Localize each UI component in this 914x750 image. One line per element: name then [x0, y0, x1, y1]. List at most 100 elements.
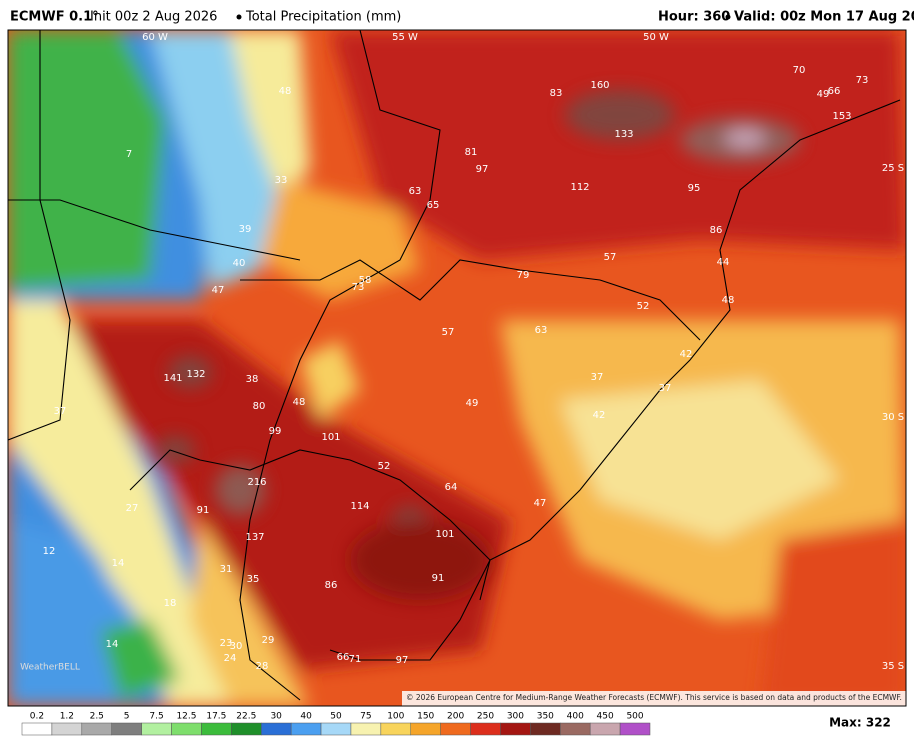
point-value: 14	[106, 639, 119, 650]
init-time: Init 00z 2 Aug 2026	[90, 10, 217, 25]
colorbar-label: 5	[124, 712, 130, 722]
point-value: 64	[445, 482, 458, 493]
colorbar-cell	[111, 722, 142, 736]
colorbar-cell	[380, 722, 412, 736]
colorbar-cell	[410, 722, 441, 736]
colorbar-cell	[260, 722, 292, 736]
point-value: 12	[43, 546, 56, 557]
point-value: 44	[717, 257, 730, 268]
point-value: 70	[793, 65, 806, 76]
colorbar-cell	[201, 722, 232, 736]
colorbar-label: 12.5	[176, 712, 196, 722]
colorbar-label: 350	[537, 712, 554, 722]
point-value: 18	[164, 598, 177, 609]
logo: WeatherBELL	[20, 663, 80, 673]
point-value: 42	[593, 410, 606, 421]
point-value: 23	[220, 638, 233, 649]
point-value: 57	[442, 327, 455, 338]
point-value: 66	[828, 86, 841, 97]
colorbar-label: 500	[626, 712, 643, 722]
colorbar-label: 30	[270, 712, 282, 722]
point-value: 48	[722, 295, 735, 306]
lon-label: 60 W	[142, 32, 168, 43]
separator	[725, 14, 731, 20]
colorbar-label: 100	[387, 712, 404, 722]
point-value: 52	[378, 461, 391, 472]
point-value: 29	[262, 635, 275, 646]
point-value: 91	[432, 573, 445, 584]
colorbar-cell	[589, 722, 621, 736]
colorbar-label: 2.5	[90, 712, 104, 722]
colorbar-cell	[560, 722, 591, 736]
point-value: 7	[126, 149, 132, 160]
point-value: 63	[535, 325, 548, 336]
colorbar-label: 17.5	[206, 712, 226, 722]
colorbar-cell	[350, 722, 382, 736]
separator	[236, 14, 242, 20]
point-value: 79	[517, 270, 530, 281]
colorbar-label: 40	[300, 712, 312, 722]
point-value: 31	[220, 564, 233, 575]
colorbar-cell	[290, 722, 322, 736]
point-value: 141	[163, 373, 182, 384]
max-value: Max: 322	[829, 716, 891, 730]
credit: © 2026 European Centre for Medium-Range …	[406, 693, 902, 702]
hour: Hour: 360	[658, 10, 730, 25]
colorbar-cell	[81, 722, 112, 736]
colorbar-label: 250	[477, 712, 494, 722]
point-value: 30	[230, 641, 243, 652]
point-value: 73	[856, 75, 869, 86]
point-value: 101	[435, 529, 454, 540]
point-value: 57	[604, 252, 617, 263]
point-value: 39	[239, 224, 252, 235]
map-frame	[7, 29, 907, 707]
colorbar-cell	[470, 722, 501, 736]
point-value: 24	[224, 653, 237, 664]
model-name: ECMWF 0.1°	[10, 10, 99, 25]
point-value: 97	[476, 164, 489, 175]
point-value: 48	[293, 397, 306, 408]
colorbar-cell	[530, 722, 561, 736]
point-value: 133	[614, 129, 633, 140]
lat-label: 25 S	[882, 163, 904, 174]
point-value: 14	[112, 558, 125, 569]
point-value: 35	[247, 574, 260, 585]
point-value: 27	[126, 503, 139, 514]
borders	[8, 30, 901, 701]
colorbar-cell	[171, 722, 202, 736]
colorbar-label: 0.2	[30, 712, 44, 722]
point-value: 101	[321, 432, 340, 443]
point-value: 112	[570, 182, 589, 193]
point-value: 49	[466, 398, 479, 409]
colorbar-label: 50	[330, 712, 342, 722]
valid-time: Valid: 00z Mon 17 Aug 2026	[734, 10, 914, 25]
point-value: 47	[212, 285, 225, 296]
point-value: 37	[659, 383, 672, 394]
point-value: 97	[396, 655, 409, 666]
colorbar-label: 300	[507, 712, 524, 722]
point-value: 160	[590, 80, 609, 91]
colorbar-label: 75	[360, 712, 371, 722]
lon-label: 50 W	[643, 32, 669, 43]
colorbar-cell	[231, 722, 262, 736]
point-value: 47	[534, 498, 547, 509]
colorbar-label: 400	[567, 712, 584, 722]
point-value: 73	[352, 282, 365, 293]
point-value: 153	[832, 111, 851, 122]
point-value: 71	[349, 654, 362, 665]
colorbar-label: 200	[447, 712, 464, 722]
credit-box	[402, 691, 906, 706]
lat-label: 30 S	[882, 412, 904, 423]
colorbar-cell	[619, 722, 651, 736]
point-value: 86	[325, 580, 338, 591]
point-value: 95	[688, 183, 701, 194]
point-value: 49	[817, 89, 830, 100]
field-name: Total Precipitation (mm)	[245, 10, 401, 25]
colorbar-label: 7.5	[149, 712, 163, 722]
point-value: 66	[337, 652, 350, 663]
point-value: 37	[54, 406, 67, 417]
colorbar-cell	[500, 722, 531, 736]
point-value: 37	[591, 372, 604, 383]
point-value: 65	[427, 200, 440, 211]
